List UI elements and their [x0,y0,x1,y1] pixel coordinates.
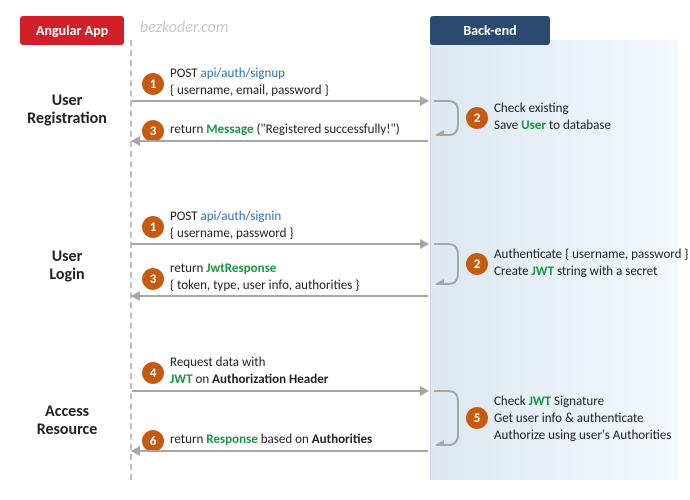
step-1-text: POST api/auth/signup { username, email, … [170,66,329,100]
u-arrow-reg [434,100,460,136]
badge-2-reg: 2 [466,107,488,129]
arrow-3-reg [132,140,428,142]
step-3-text-login: return JwtResponse { token, type, user i… [170,261,359,295]
badge-3-reg: 3 [142,120,164,142]
arrow-6 [132,450,428,452]
arrow-1 [132,100,428,102]
header-backend: Back-end [430,16,550,45]
u-arrow-login [434,243,460,285]
badge-2-login: 2 [466,253,488,275]
badge-5: 5 [466,407,488,429]
section-title-access: AccessResource [12,403,122,440]
step-4-text: Request data with JWT on Authorization H… [170,355,328,389]
u-arrow-access [434,390,460,446]
sequence-diagram: Angular App Back-end bezkoder.com UserRe… [0,0,690,500]
arrow-3-login [132,295,428,297]
section-title-login: UserLogin [12,248,122,285]
angular-lifeline [130,40,132,480]
badge-3-login: 3 [142,268,164,290]
step-2-text-reg: Check existing Save User to database [494,101,611,135]
section-title-registration: UserRegistration [12,92,122,129]
arrow-4 [132,390,428,392]
badge-1-login: 1 [142,216,164,238]
watermark: bezkoder.com [140,18,228,37]
badge-1: 1 [142,73,164,95]
arrow-1-login [132,243,428,245]
step-5-text: Check JWT Signature Get user info & auth… [494,394,671,445]
badge-6: 6 [142,430,164,452]
badge-4: 4 [142,362,164,384]
step-1-text-login: POST api/auth/signin { username, passwor… [170,209,293,243]
step-3-text-reg: return Message ("Registered successfully… [170,122,400,139]
step-6-text: return Response based on Authorities [170,432,372,449]
header-angular: Angular App [20,16,124,45]
step-2-text-login: Authenticate { username, password } Crea… [494,247,689,281]
